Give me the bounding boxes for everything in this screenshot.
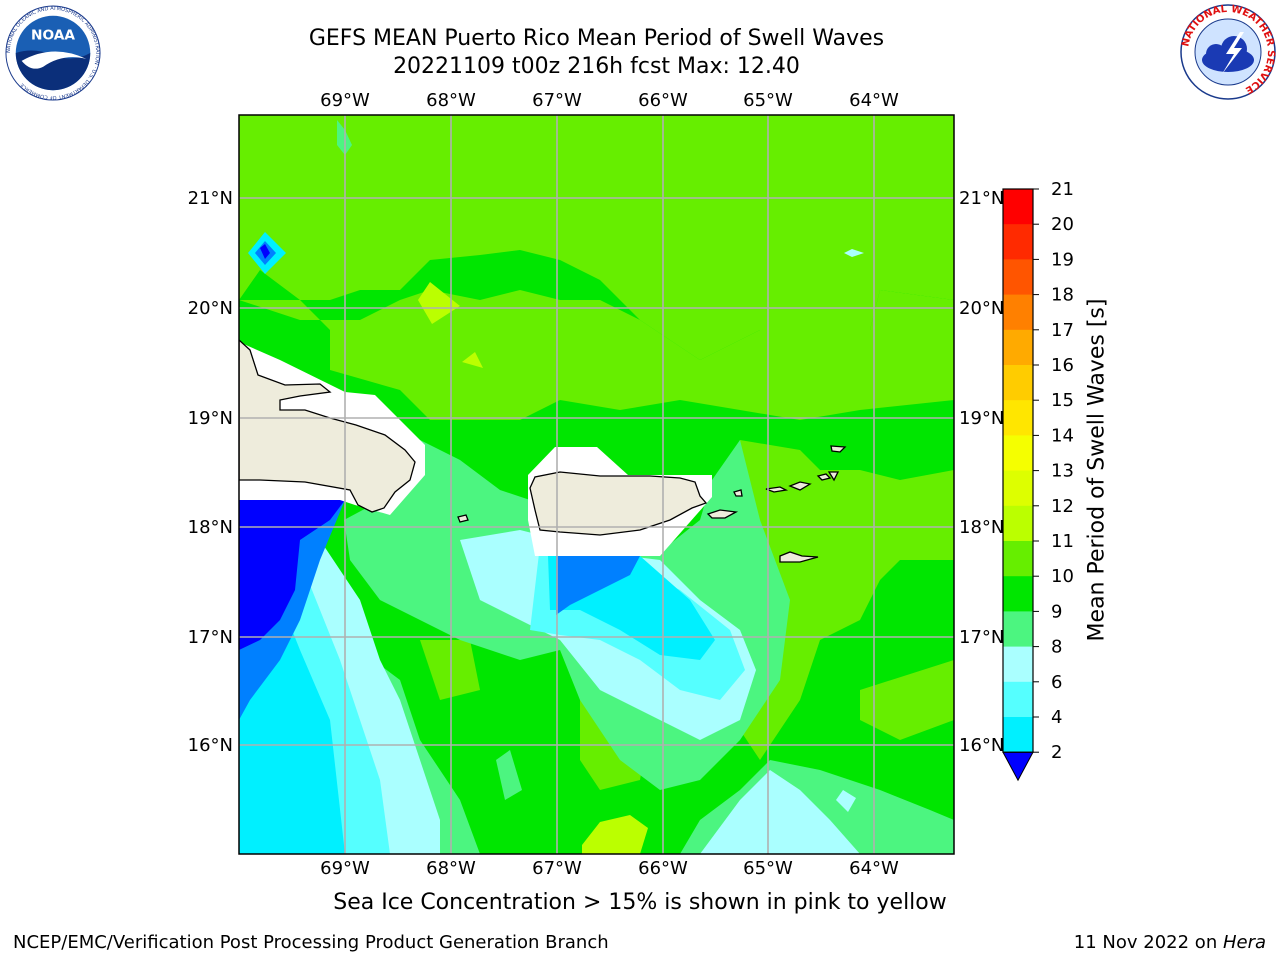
colorbar-band: [1003, 259, 1033, 296]
colorbar-band: [1003, 294, 1033, 331]
colorbar-band: [1003, 541, 1033, 577]
footer-credit: NCEP/EMC/Verification Post Processing Pr…: [13, 932, 609, 953]
lat-label: 17°N: [188, 627, 233, 648]
colorbar-band: [1003, 224, 1033, 260]
colorbar-band: [1003, 611, 1033, 648]
lon-label: 68°W: [426, 858, 476, 879]
noaa-logo: NOAA NATIONAL OCEANIC AND ATMOSPHERIC AD…: [5, 5, 101, 101]
puerto-rico-land: [529, 471, 708, 536]
lon-labels-top: 69°W 68°W 67°W 66°W 65°W 64°W: [320, 90, 899, 111]
colorbar-band: [1003, 329, 1033, 366]
colorbar-tick-label: 6: [1051, 672, 1062, 693]
nws-logo: NATIONAL WEATHER SERVICE: [1180, 4, 1276, 100]
colorbar-tick-label: 21: [1051, 179, 1074, 200]
colorbar-tick-label: 19: [1051, 249, 1074, 270]
lat-label: 17°N: [959, 627, 1004, 648]
colorbar-tick-label: 13: [1051, 461, 1074, 482]
colorbar-tick-label: 15: [1051, 390, 1074, 411]
colorbar-band: [1003, 717, 1033, 753]
colorbar-band: [1003, 681, 1033, 718]
colorbar-band: [1003, 646, 1033, 683]
colorbar-tick-label: 8: [1051, 637, 1062, 658]
graticule: [239, 115, 954, 854]
colorbar-band: [1003, 576, 1033, 612]
footer-date: 11 Nov 2022 on Hera: [1074, 932, 1266, 953]
lon-label: 67°W: [532, 90, 582, 111]
lat-label: 16°N: [959, 735, 1004, 756]
colorbar-tick-label: 16: [1051, 355, 1074, 376]
lat-label: 16°N: [188, 735, 233, 756]
map-frame: [238, 114, 955, 855]
st-croix-island: [779, 551, 819, 563]
colorbar-tick-label: 12: [1051, 496, 1074, 517]
colorbar-band: [1003, 505, 1033, 542]
colorbar-tick-label: 18: [1051, 285, 1074, 306]
lon-label: 64°W: [849, 90, 899, 111]
mona-island: [457, 514, 469, 523]
colorbar-extend-arrow: [1002, 751, 1034, 782]
colorbar-tick-label: 11: [1051, 531, 1074, 552]
lon-labels-bottom: 69°W 68°W 67°W 66°W 65°W 64°W: [320, 858, 899, 879]
lat-label: 21°N: [188, 188, 233, 209]
footer-machine: Hera: [1222, 932, 1266, 953]
lon-label: 69°W: [320, 858, 370, 879]
colorbar: 21 20 19 18 17 16 15 14 13 12 11 10 9 8 6 4 2: [1002, 179, 1074, 782]
lon-label: 65°W: [743, 858, 793, 879]
contour-below-2: [239, 244, 345, 650]
colorbar-band: [1003, 189, 1033, 225]
colorbar-tick-label: 9: [1051, 601, 1062, 622]
footer-date-text: 11 Nov 2022 on: [1073, 932, 1223, 953]
colorbar-band: [1003, 470, 1033, 507]
forecast-subtitle: 20221109 t00z 216h fcst Max: 12.40: [393, 54, 800, 79]
lon-label: 66°W: [638, 90, 688, 111]
colorbar-tick-label: 10: [1051, 566, 1074, 587]
contour-12-13: [418, 282, 648, 854]
lat-labels-right: 21°N 20°N 19°N 18°N 17°N 16°N: [959, 188, 1004, 756]
lat-label: 18°N: [188, 517, 233, 538]
colorbar-tick-label: 14: [1051, 425, 1074, 446]
colorbar-tick-label: 4: [1051, 707, 1062, 728]
lon-label: 69°W: [320, 90, 370, 111]
colorbar-tick-label: 17: [1051, 320, 1074, 341]
lat-label: 19°N: [959, 408, 1004, 429]
lat-label: 20°N: [959, 298, 1004, 319]
lon-label: 67°W: [532, 858, 582, 879]
lat-labels-left: 21°N 20°N 19°N 18°N 17°N 16°N: [188, 188, 233, 756]
map-title: GEFS MEAN Puerto Rico Mean Period of Swe…: [308, 26, 885, 51]
colorbar-tick-label: 2: [1051, 742, 1062, 763]
land: [239, 339, 847, 563]
lon-label: 66°W: [638, 858, 688, 879]
lat-label: 19°N: [188, 408, 233, 429]
colorbar-band: [1003, 400, 1033, 436]
map-panel: [239, 115, 954, 854]
lon-label: 68°W: [426, 90, 476, 111]
colorbar-band: [1003, 365, 1033, 401]
lat-label: 20°N: [188, 298, 233, 319]
colorbar-tick-label: 20: [1051, 214, 1074, 235]
lat-label: 18°N: [959, 517, 1004, 538]
colorbar-label: Mean Period of Swell Waves [s]: [1084, 298, 1110, 642]
colorbar-band: [1003, 435, 1033, 472]
lon-label: 65°W: [743, 90, 793, 111]
sea-ice-note: Sea Ice Concentration > 15% is shown in …: [333, 890, 947, 915]
lat-label: 21°N: [959, 188, 1004, 209]
hispaniola-land: [239, 339, 416, 513]
vieques-island: [706, 509, 739, 519]
lon-label: 64°W: [849, 858, 899, 879]
noaa-logo-text: NOAA: [31, 27, 75, 43]
